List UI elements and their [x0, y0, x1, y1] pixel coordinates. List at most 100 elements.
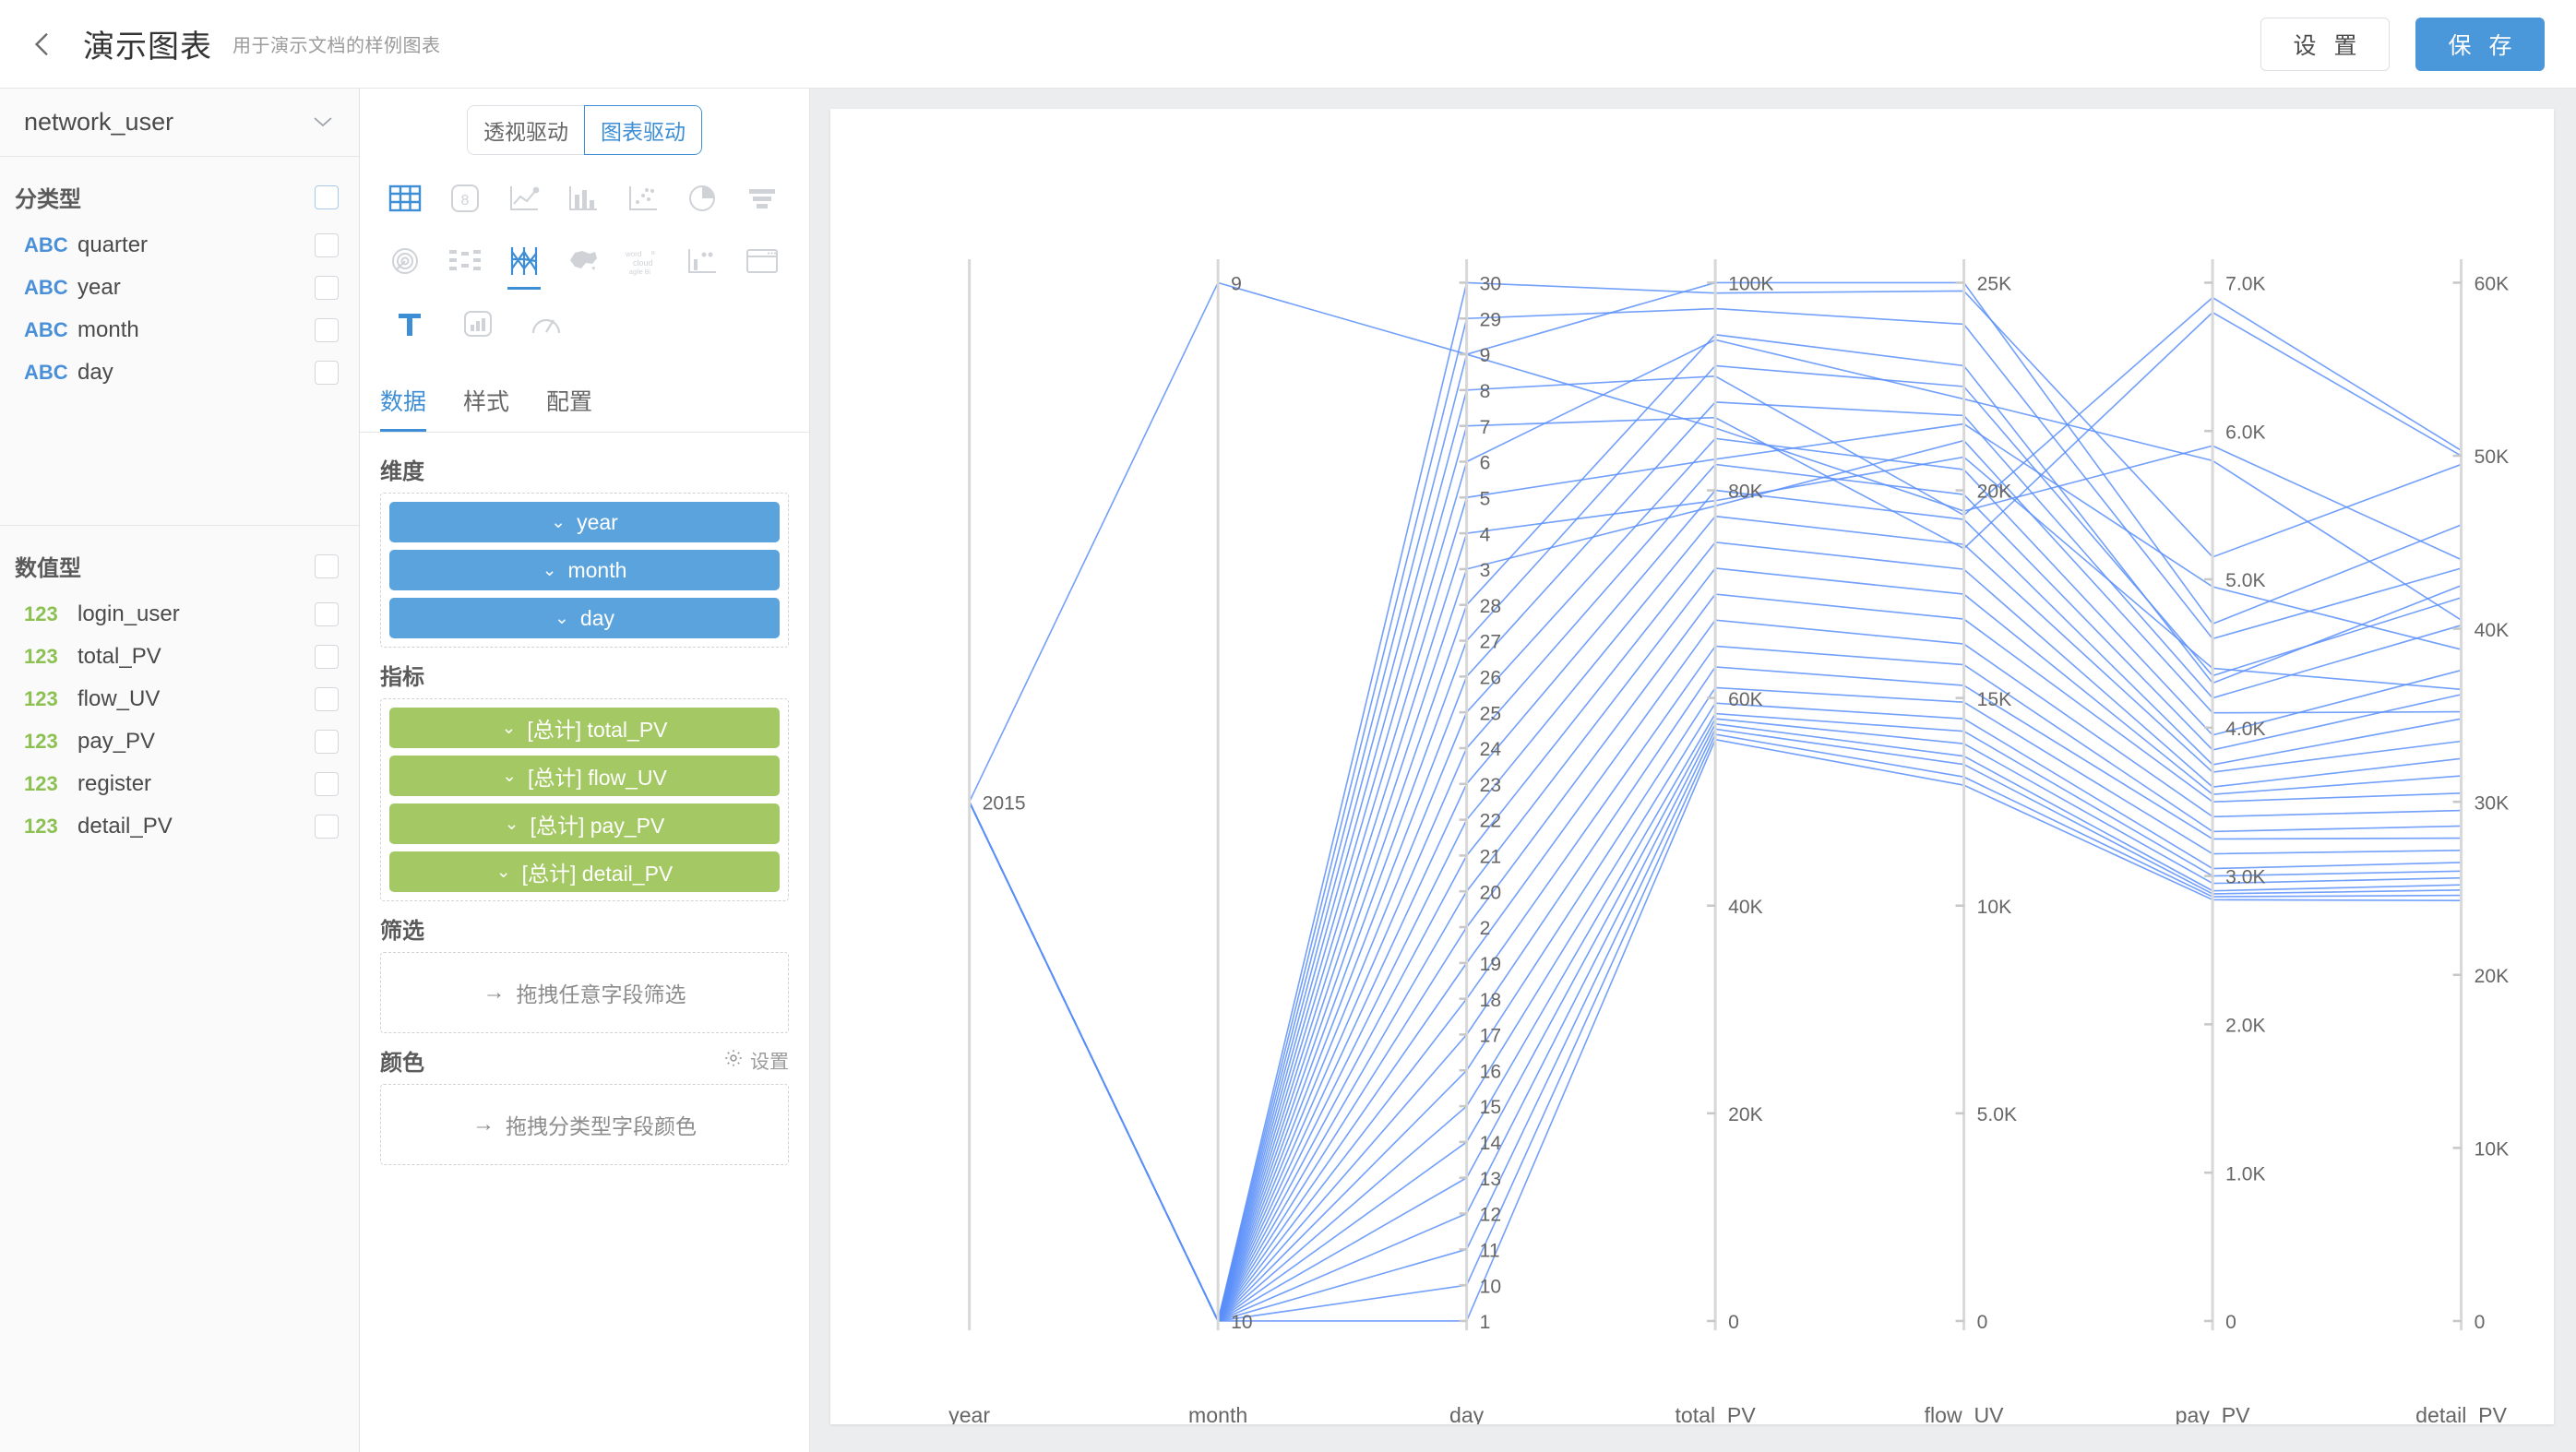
field-checkbox[interactable]: [315, 276, 339, 300]
filter-label: 筛选: [380, 919, 424, 944]
svg-text:18: 18: [1480, 989, 1501, 1011]
chart-stage: 2015 year 9 10 month 30 29 9 8 7 6 5 4 3 28 27 26 25 24 23 2…: [810, 89, 2576, 1452]
svg-text:4: 4: [1480, 523, 1491, 545]
field-checkbox[interactable]: [315, 772, 339, 796]
tab-chart-drive[interactable]: 图表驱动: [584, 105, 702, 155]
field-row-quarter[interactable]: ABC quarter: [0, 224, 359, 267]
field-name: pay_PV: [78, 729, 156, 754]
field-checkbox[interactable]: [315, 361, 339, 385]
field-row-detail-pv[interactable]: 123 detail_PV: [0, 805, 359, 848]
page-subtitle: 用于演示文档的样例图表: [233, 36, 441, 56]
field-checkbox[interactable]: [315, 233, 339, 257]
word-cloud-icon[interactable]: word Bi cloud agile Bi: [618, 234, 668, 288]
chevron-down-icon: ⌄: [504, 814, 519, 834]
field-row-day[interactable]: ABC day: [0, 351, 359, 394]
dimension-pill-year[interactable]: ⌄ year: [389, 502, 780, 542]
svg-text:6.0K: 6.0K: [2225, 421, 2265, 443]
chart-card[interactable]: 2015 year 9 10 month 30 29 9 8 7 6 5 4 3 28 27 26 25 24 23 2…: [830, 109, 2554, 1424]
back-button[interactable]: [20, 22, 65, 66]
bullet-chart-icon[interactable]: [677, 234, 727, 288]
dimension-dropzone[interactable]: ⌄ year ⌄ month ⌄ day: [380, 493, 789, 648]
gauge-chart-icon[interactable]: [517, 297, 576, 351]
tab-settings[interactable]: 配置: [546, 389, 593, 415]
svg-text:28: 28: [1480, 595, 1501, 617]
number-type-icon: 123: [24, 687, 58, 710]
field-row-year[interactable]: ABC year: [0, 267, 359, 309]
field-row-login-user[interactable]: 123 login_user: [0, 593, 359, 636]
svg-text:20K: 20K: [2475, 965, 2510, 987]
measure-pill-pay-pv[interactable]: ⌄ [总计] pay_PV: [389, 803, 780, 844]
drive-mode-segmented: 透视驱动 图表驱动: [467, 105, 702, 155]
field-checkbox[interactable]: [315, 730, 339, 754]
table-icon[interactable]: [380, 172, 430, 225]
color-label: 颜色: [380, 1051, 424, 1076]
field-checkbox[interactable]: [315, 815, 339, 839]
scatter-chart-icon[interactable]: [618, 172, 668, 225]
chart-type-row-2: word Bi cloud agile Bi: [380, 234, 796, 290]
svg-text:50K: 50K: [2475, 446, 2510, 468]
chart-type-row-1: 8: [380, 172, 796, 225]
chevron-down-icon: ⌄: [502, 766, 518, 786]
kpi-number-icon[interactable]: 8: [439, 172, 489, 225]
svg-text:2015: 2015: [983, 791, 1026, 814]
map-chart-icon[interactable]: [558, 234, 608, 288]
parallel-coordinates-chart[interactable]: 2015year910month302998765432827262524232…: [830, 109, 2554, 1424]
field-checkbox[interactable]: [315, 687, 339, 711]
field-row-month[interactable]: ABC month: [0, 309, 359, 351]
funnel-chart-icon[interactable]: [737, 172, 787, 225]
sankey-chart-icon[interactable]: [439, 234, 489, 288]
tab-pivot-drive[interactable]: 透视驱动: [467, 105, 584, 155]
svg-text:13: 13: [1480, 1168, 1501, 1190]
field-name: detail_PV: [78, 814, 173, 839]
dimension-pill-month[interactable]: ⌄ month: [389, 550, 780, 590]
field-checkbox[interactable]: [315, 602, 339, 626]
text-icon[interactable]: [380, 297, 439, 351]
svg-text:2: 2: [1480, 917, 1491, 939]
radar-chart-icon[interactable]: [380, 234, 430, 288]
dimension-pill-day[interactable]: ⌄ day: [389, 598, 780, 638]
bar-chart-icon[interactable]: [558, 172, 608, 225]
field-checkbox[interactable]: [315, 318, 339, 342]
measure-pill-detail-pv[interactable]: ⌄ [总计] detail_PV: [389, 851, 780, 892]
datasource-name: network_user: [24, 108, 174, 136]
measure-pill-total-pv[interactable]: ⌄ [总计] total_PV: [389, 708, 780, 748]
filter-dropzone[interactable]: → 拖拽任意字段筛选: [380, 952, 789, 1033]
color-dropzone[interactable]: → 拖拽分类型字段颜色: [380, 1084, 789, 1165]
field-row-register[interactable]: 123 register: [0, 763, 359, 805]
pill-label: year: [577, 509, 618, 534]
arrow-right-icon: →: [472, 1112, 495, 1137]
settings-button[interactable]: 设 置: [2260, 17, 2390, 71]
svg-text:0: 0: [2225, 1311, 2236, 1333]
save-button[interactable]: 保 存: [2415, 17, 2545, 71]
svg-text:cloud: cloud: [633, 258, 653, 268]
svg-text:25K: 25K: [1977, 272, 2012, 294]
tab-style[interactable]: 样式: [463, 389, 510, 415]
tab-data[interactable]: 数据: [380, 371, 427, 432]
field-name: login_user: [78, 601, 180, 626]
svg-text:total_PV: total_PV: [1675, 1403, 1756, 1424]
categorical-select-all-checkbox[interactable]: [315, 184, 339, 209]
svg-text:5: 5: [1480, 487, 1491, 509]
image-chart-icon[interactable]: [448, 297, 507, 351]
svg-text:flow_UV: flow_UV: [1925, 1403, 2004, 1424]
pie-chart-icon[interactable]: [677, 172, 727, 225]
chart-axes-layer: 2015year910month302998765432827262524232…: [948, 258, 2510, 1424]
field-row-flow-uv[interactable]: 123 flow_UV: [0, 678, 359, 720]
measure-pill-flow-uv[interactable]: ⌄ [总计] flow_UV: [389, 756, 780, 796]
field-checkbox[interactable]: [315, 645, 339, 669]
chevron-down-icon: [311, 111, 335, 135]
field-row-pay-pv[interactable]: 123 pay_PV: [0, 720, 359, 763]
measure-dropzone[interactable]: ⌄ [总计] total_PV ⌄ [总计] flow_UV ⌄ [总计] pa…: [380, 698, 789, 901]
chevron-left-icon: [27, 29, 58, 60]
field-row-total-pv[interactable]: 123 total_PV: [0, 636, 359, 678]
line-chart-icon[interactable]: [499, 172, 549, 225]
color-settings-button[interactable]: 设置: [723, 1047, 789, 1075]
datasource-selector[interactable]: network_user: [0, 89, 359, 157]
field-name: quarter: [78, 232, 149, 257]
frame-icon[interactable]: [737, 234, 787, 288]
parallel-coordinates-icon[interactable]: [499, 234, 549, 290]
svg-text:day: day: [1449, 1403, 1485, 1424]
drive-mode-toggle: 透视驱动 图表驱动: [360, 89, 809, 162]
numeric-select-all-checkbox[interactable]: [315, 553, 339, 578]
chart-type-picker: 8: [360, 162, 809, 367]
